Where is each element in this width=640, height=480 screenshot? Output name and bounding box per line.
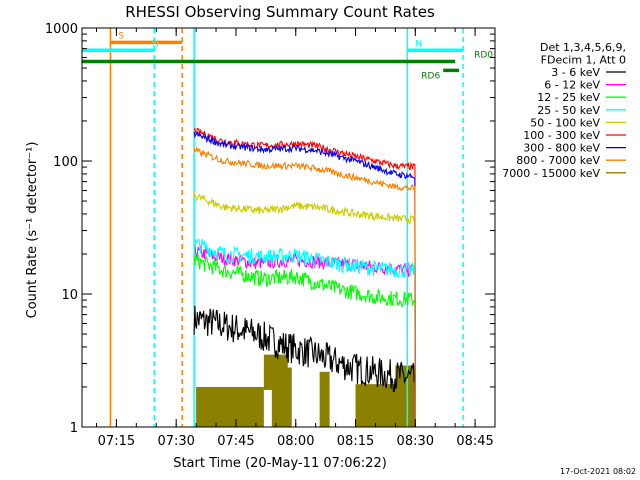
series-line-100-300keV — [193, 127, 416, 428]
x-tick-label: 08:30 — [397, 434, 434, 449]
x-axis: 07:15 07:30 07:45 08:00 08:15 08:30 08:45 — [95, 28, 496, 449]
series-line-800-7000keV — [193, 146, 416, 428]
series-line-12-25keV — [193, 254, 416, 428]
legend: Det 1,3,4,5,6,9,FDecim 1, Att 03 - 6 keV… — [502, 41, 626, 180]
flag-label: RD6 — [421, 71, 440, 81]
plot-area: S N N RD0 RD6 — [82, 28, 493, 428]
legend-entry-label: 800 - 7000 keV — [516, 154, 600, 167]
legend-entry-label: 12 - 25 keV — [537, 91, 600, 104]
legend-entry-label: 25 - 50 keV — [537, 104, 600, 117]
y-tick-label: 1000 — [45, 22, 78, 37]
x-tick-label: 07:30 — [157, 434, 194, 449]
series-line-50-100keV — [193, 191, 416, 428]
footer-date: 17-Oct-2021 08:02 — [560, 467, 636, 476]
x-tick-label: 07:45 — [217, 434, 254, 449]
flag-label: RD0 — [474, 50, 493, 60]
legend-entry-label: 6 - 12 keV — [544, 79, 600, 92]
y-tick-label: 10 — [61, 288, 78, 303]
legend-header: Det 1,3,4,5,6,9, — [540, 41, 626, 54]
legend-entry-label: 3 - 6 keV — [551, 66, 600, 79]
x-tick-label: 08:00 — [277, 434, 314, 449]
legend-entry-label: 7000 - 15000 keV — [502, 167, 600, 180]
legend-entry-label: 100 - 300 keV — [523, 129, 600, 142]
x-axis-label: Start Time (20-May-11 07:06:22) — [173, 456, 387, 471]
flag-label: N — [152, 39, 159, 49]
legend-entry-label: 300 - 800 keV — [523, 142, 600, 155]
y-axis-label: Count Rate (s⁻¹ detector⁻¹) — [25, 142, 40, 319]
x-tick-label: 08:15 — [337, 434, 374, 449]
band-segment-7000-15000-kev — [395, 365, 416, 427]
y-axis: 1 10 100 1000 — [45, 22, 495, 436]
band-segment-7000-15000-kev — [319, 371, 330, 427]
y-tick-label: 100 — [53, 155, 78, 170]
y-tick-label: 1 — [70, 421, 78, 436]
x-tick-label: 07:15 — [98, 434, 135, 449]
legend-entry-label: 50 - 100 keV — [530, 116, 600, 129]
band-segment-7000-15000-kev — [263, 354, 288, 390]
series-line-300-800keV — [193, 130, 416, 428]
band-segment-7000-15000-kev — [196, 386, 264, 427]
flag-label: N — [415, 39, 422, 49]
plot-frame — [81, 27, 496, 428]
legend-header: FDecim 1, Att 0 — [541, 54, 626, 67]
chart-title: RHESSI Observing Summary Count Rates — [125, 3, 435, 21]
series-line-3-6keV — [193, 305, 416, 428]
flag-label: S — [118, 31, 124, 41]
series-line-25-50keV — [193, 238, 416, 428]
x-tick-label: 08:45 — [456, 434, 493, 449]
